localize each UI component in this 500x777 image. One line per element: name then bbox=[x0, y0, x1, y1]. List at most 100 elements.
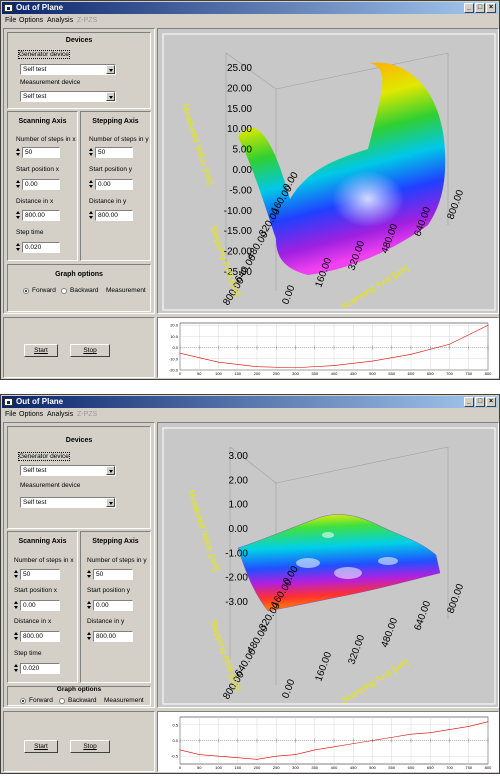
control-panel: Start Stop bbox=[3, 317, 155, 378]
close-button[interactable]: × bbox=[486, 3, 496, 13]
start-x-field[interactable]: 0.00 bbox=[22, 179, 60, 190]
spin-arrows-icon[interactable] bbox=[14, 600, 19, 611]
spin-arrows-icon[interactable] bbox=[16, 210, 21, 221]
z-tick-label: -3.00 bbox=[225, 597, 248, 608]
minimize-button[interactable]: _ bbox=[464, 397, 474, 407]
start-button[interactable]: Start bbox=[24, 344, 58, 357]
spin-arrows-icon[interactable] bbox=[16, 179, 21, 190]
spin-arrows-icon[interactable] bbox=[87, 631, 92, 642]
measurement-label: Measurement bbox=[106, 287, 146, 294]
title-bar[interactable]: Out of Plane _ □ × bbox=[2, 396, 498, 408]
spin-arrows-icon[interactable] bbox=[87, 600, 92, 611]
x-tick-label: 500 bbox=[369, 371, 376, 376]
graph-options-title: Graph options bbox=[56, 686, 102, 693]
measurement-device-value: Self test bbox=[23, 499, 47, 506]
menu-bar: File Options Analysis Z-PZS bbox=[3, 409, 497, 420]
start-y-field[interactable]: 0.00 bbox=[95, 179, 133, 190]
x-tick-label: 400 bbox=[331, 765, 338, 770]
menu-options[interactable]: Options bbox=[19, 411, 44, 418]
step-time-label: Step time bbox=[14, 650, 42, 657]
chevron-down-icon[interactable] bbox=[106, 92, 115, 101]
spin-arrows-icon[interactable] bbox=[14, 569, 19, 580]
z-tick-label: -15.00 bbox=[224, 226, 253, 237]
spin-arrows-icon[interactable] bbox=[16, 147, 21, 158]
backward-radio[interactable] bbox=[61, 288, 67, 294]
distance-x-label: Distance in x bbox=[14, 618, 52, 625]
menu-file[interactable]: File bbox=[5, 17, 17, 24]
data-point bbox=[218, 755, 219, 757]
data-point bbox=[429, 732, 431, 734]
profile-chart[interactable]: 0.5 0.0 -0.5 0 50 100 150 200 250 300 350 400 450 500… bbox=[157, 711, 499, 772]
forward-label[interactable]: Forward bbox=[32, 287, 56, 294]
maximize-button[interactable]: □ bbox=[475, 397, 485, 407]
minimize-button[interactable]: _ bbox=[464, 3, 474, 13]
step-time-field[interactable]: 0.020 bbox=[20, 663, 60, 674]
start-button-label: Start bbox=[34, 743, 48, 750]
steps-x-field[interactable]: 50 bbox=[20, 569, 60, 580]
distance-y-field[interactable]: 800.00 bbox=[93, 631, 133, 642]
distance-x-field[interactable]: 800.00 bbox=[22, 210, 60, 221]
stop-button[interactable]: Stop bbox=[70, 344, 110, 357]
generator-device-label: Generator device bbox=[18, 452, 70, 461]
spin-arrows-icon[interactable] bbox=[89, 179, 94, 190]
surface-plot-3d[interactable]: 25.00 20.00 15.00 10.00 5.00 0.00 -5.00 -10.00 -… bbox=[157, 28, 499, 314]
menu-analysis[interactable]: Analysis bbox=[47, 411, 74, 418]
distance-y-field[interactable]: 800.00 bbox=[95, 210, 133, 221]
spin-arrows-icon[interactable] bbox=[89, 210, 94, 221]
spin-arrows-icon[interactable] bbox=[87, 569, 92, 580]
generator-device-select[interactable]: Self test bbox=[20, 465, 116, 476]
chevron-down-icon[interactable] bbox=[106, 498, 115, 507]
steps-y-label: Number of steps in y bbox=[87, 557, 147, 564]
title-bar[interactable]: Out of Plane _ □ × bbox=[2, 2, 498, 14]
forward-radio[interactable] bbox=[23, 288, 29, 294]
steps-y-field[interactable]: 50 bbox=[95, 147, 133, 158]
spin-arrows-icon[interactable] bbox=[14, 663, 19, 674]
close-button[interactable]: × bbox=[486, 397, 496, 407]
distance-x-label: Distance in x bbox=[16, 198, 54, 205]
steps-x-field[interactable]: 50 bbox=[22, 147, 60, 158]
start-y-label: Start position y bbox=[89, 166, 132, 173]
surface-plot-3d[interactable]: 3.00 2.00 1.00 0.00 -1.00 -2.00 -3.00 800.00 64… bbox=[157, 422, 499, 708]
step-time-field[interactable]: 0.020 bbox=[22, 242, 60, 253]
measurement-device-select[interactable]: Self test bbox=[20, 91, 116, 102]
forward-radio[interactable] bbox=[20, 698, 26, 704]
backward-label[interactable]: Backward bbox=[68, 697, 97, 704]
stop-button[interactable]: Stop bbox=[70, 740, 110, 753]
spin-arrows-icon[interactable] bbox=[89, 147, 94, 158]
z-tick-label: 10.00 bbox=[227, 124, 252, 135]
chevron-down-icon[interactable] bbox=[106, 466, 115, 475]
scanning-tick-label: 480.00 bbox=[379, 616, 400, 649]
spin-arrows-icon[interactable] bbox=[16, 242, 21, 253]
distance-y-label: Distance in y bbox=[89, 198, 127, 205]
forward-label[interactable]: Forward bbox=[29, 697, 53, 704]
backward-label[interactable]: Backward bbox=[70, 287, 99, 294]
chevron-down-icon[interactable] bbox=[106, 65, 115, 74]
x-tick-label: 650 bbox=[427, 371, 434, 376]
x-tick-label: 600 bbox=[408, 765, 415, 770]
scanning-tick-label: 320.00 bbox=[346, 633, 367, 666]
profile-chart[interactable]: 20.0 10.0 0.0 -10.0 -20.0 0 50 100 150 200 250 300 3… bbox=[157, 317, 499, 378]
start-y-field[interactable]: 0.00 bbox=[93, 600, 133, 611]
measurement-label: Measurement bbox=[104, 697, 144, 704]
x-tick-label: 0 bbox=[179, 765, 182, 770]
start-x-field[interactable]: 0.00 bbox=[20, 600, 60, 611]
spin-arrows-icon[interactable] bbox=[14, 631, 19, 642]
plot-frame bbox=[162, 427, 496, 705]
measurement-device-select[interactable]: Self test bbox=[20, 497, 116, 508]
backward-radio[interactable] bbox=[59, 698, 65, 704]
menu-analysis[interactable]: Analysis bbox=[47, 17, 74, 24]
step-time-label: Step time bbox=[16, 229, 44, 236]
x-tick-label: 350 bbox=[311, 765, 318, 770]
maximize-button[interactable]: □ bbox=[475, 3, 485, 13]
measurement-device-label: Measurement device bbox=[20, 79, 81, 86]
plot-grid bbox=[225, 52, 449, 291]
generator-device-select[interactable]: Self test bbox=[20, 64, 116, 75]
distance-x-field[interactable]: 800.00 bbox=[20, 631, 60, 642]
menu-file[interactable]: File bbox=[5, 411, 17, 418]
start-button[interactable]: Start bbox=[24, 740, 58, 753]
steps-y-field[interactable]: 50 bbox=[93, 569, 133, 580]
app-icon bbox=[4, 4, 13, 12]
data-point bbox=[256, 758, 258, 760]
scanning-axis-group: Scanning Axis Number of steps in x 50 St… bbox=[7, 531, 78, 683]
menu-options[interactable]: Options bbox=[19, 17, 44, 24]
